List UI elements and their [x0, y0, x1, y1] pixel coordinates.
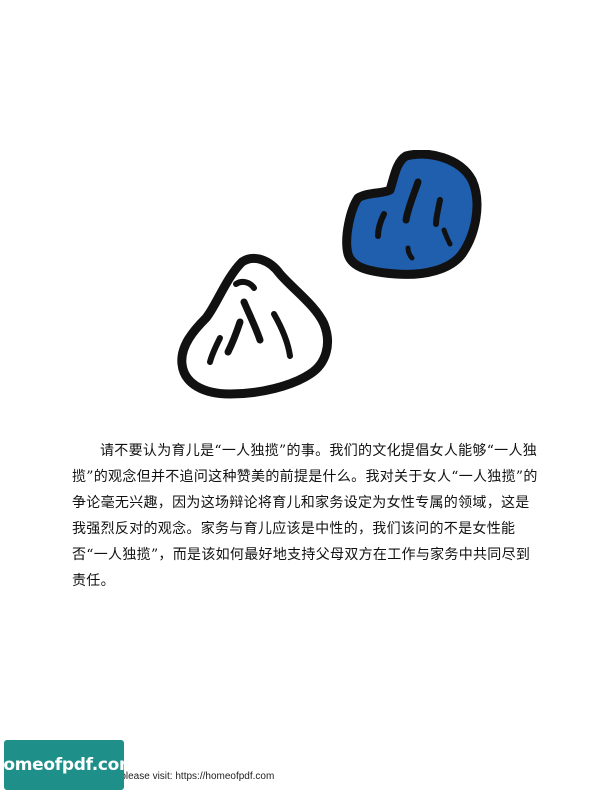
footer-visit-text[interactable]: e please visit: https://homeofpdf.com: [112, 771, 275, 782]
rocks-illustration: [177, 150, 482, 399]
footer: e please visit: https://homeofpdf.com ho…: [0, 740, 612, 792]
homeofpdf-badge[interactable]: homeofpdf.com: [0, 740, 137, 790]
blue-rock-icon: [342, 150, 482, 279]
white-rock-icon: [177, 254, 332, 399]
body-paragraph: 请不要认为育儿是“一人独揽”的事。我们的文化提倡女人能够“一人独揽”的观念但并不…: [72, 443, 538, 589]
badge-label: homeofpdf.com: [0, 755, 137, 775]
